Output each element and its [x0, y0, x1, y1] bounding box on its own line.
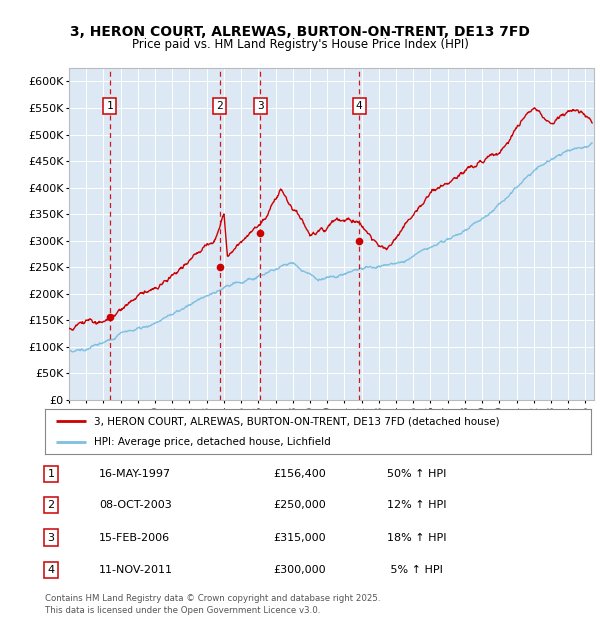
Text: £300,000: £300,000 — [273, 565, 326, 575]
Text: 3: 3 — [257, 101, 264, 112]
Text: 3, HERON COURT, ALREWAS, BURTON-ON-TRENT, DE13 7FD (detached house): 3, HERON COURT, ALREWAS, BURTON-ON-TRENT… — [94, 416, 500, 427]
Text: 16-MAY-1997: 16-MAY-1997 — [99, 469, 171, 479]
Text: £250,000: £250,000 — [273, 500, 326, 510]
Text: 3, HERON COURT, ALREWAS, BURTON-ON-TRENT, DE13 7FD: 3, HERON COURT, ALREWAS, BURTON-ON-TRENT… — [70, 25, 530, 39]
Text: Price paid vs. HM Land Registry's House Price Index (HPI): Price paid vs. HM Land Registry's House … — [131, 38, 469, 51]
Text: 12% ↑ HPI: 12% ↑ HPI — [387, 500, 446, 510]
Text: 15-FEB-2006: 15-FEB-2006 — [99, 533, 170, 542]
Text: 08-OCT-2003: 08-OCT-2003 — [99, 500, 172, 510]
Text: HPI: Average price, detached house, Lichfield: HPI: Average price, detached house, Lich… — [94, 436, 331, 447]
Text: 2: 2 — [47, 500, 55, 510]
Text: £315,000: £315,000 — [273, 533, 326, 542]
Text: 1: 1 — [47, 469, 55, 479]
Text: 3: 3 — [47, 533, 55, 542]
Text: £156,400: £156,400 — [273, 469, 326, 479]
Text: 50% ↑ HPI: 50% ↑ HPI — [387, 469, 446, 479]
Text: 4: 4 — [356, 101, 362, 112]
Text: 11-NOV-2011: 11-NOV-2011 — [99, 565, 173, 575]
Text: 4: 4 — [47, 565, 55, 575]
Text: 18% ↑ HPI: 18% ↑ HPI — [387, 533, 446, 542]
Text: 5% ↑ HPI: 5% ↑ HPI — [387, 565, 443, 575]
Text: 2: 2 — [217, 101, 223, 112]
Text: 1: 1 — [106, 101, 113, 112]
Text: Contains HM Land Registry data © Crown copyright and database right 2025.
This d: Contains HM Land Registry data © Crown c… — [45, 593, 380, 615]
